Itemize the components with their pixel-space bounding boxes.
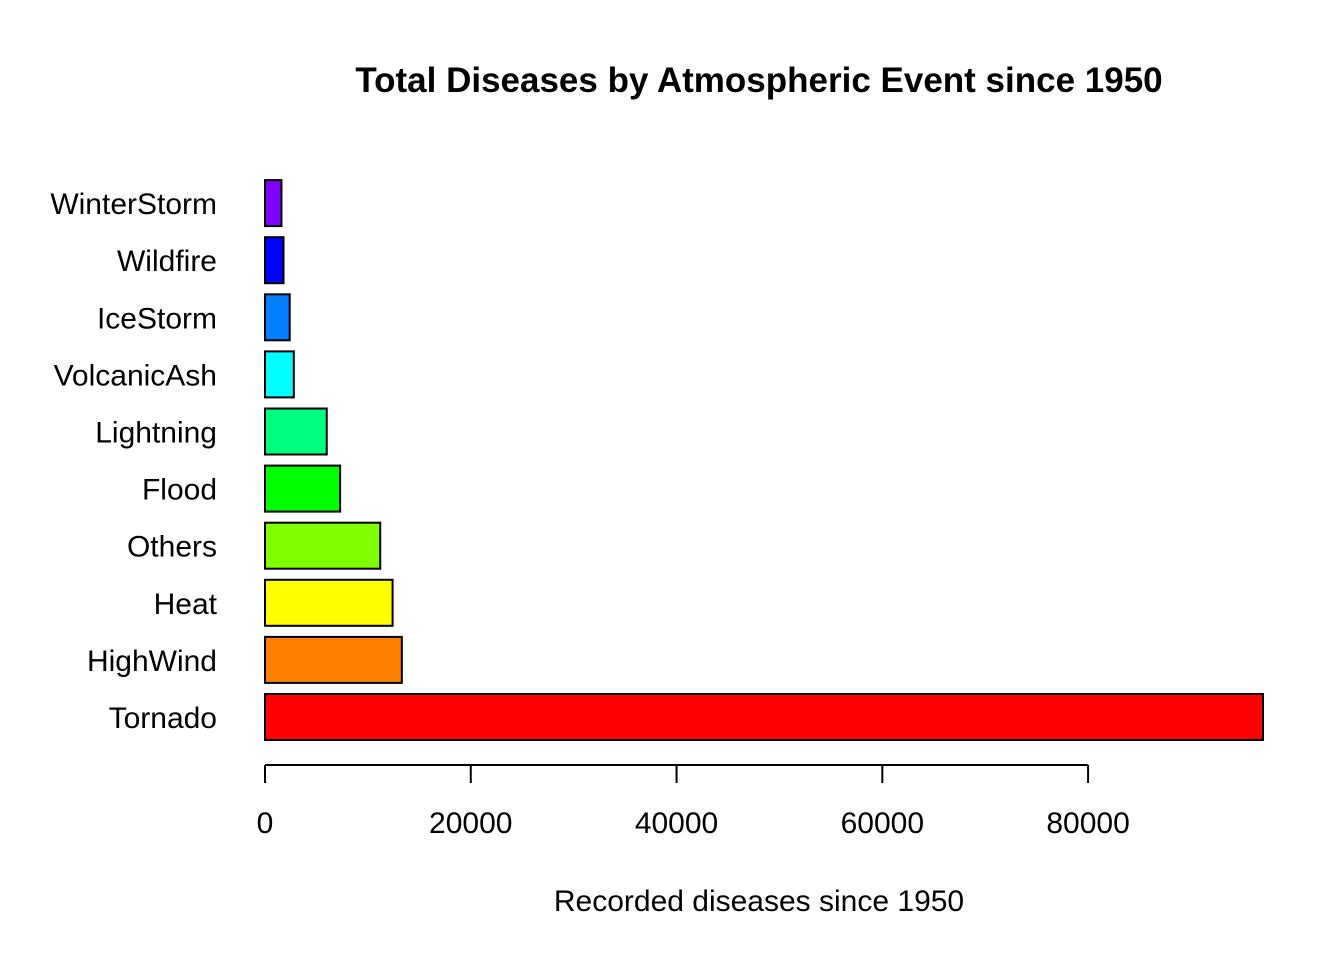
bar-others bbox=[264, 521, 382, 570]
bar-icestorm bbox=[264, 293, 291, 342]
bar-winterstorm bbox=[264, 179, 283, 228]
category-label-winterstorm: WinterStorm bbox=[50, 188, 217, 221]
bar-flood bbox=[264, 464, 342, 513]
bar-heat bbox=[264, 578, 394, 627]
x-axis-label: Recorded diseases since 1950 bbox=[554, 885, 964, 918]
category-label-highwind: HighWind bbox=[87, 645, 217, 678]
bar-tornado bbox=[264, 693, 1264, 741]
category-label-wildfire: Wildfire bbox=[117, 245, 217, 278]
category-label-tornado: Tornado bbox=[109, 702, 217, 735]
category-label-others: Others bbox=[127, 531, 217, 564]
bar-highwind bbox=[264, 635, 403, 684]
x-tick-label-60000: 60000 bbox=[841, 807, 924, 840]
bar-lightning bbox=[264, 407, 328, 456]
category-label-volcanicash: VolcanicAsh bbox=[54, 359, 217, 392]
category-label-heat: Heat bbox=[154, 588, 218, 621]
x-axis: 0 20000 40000 60000 80000 bbox=[257, 764, 1130, 840]
bar-volcanicash bbox=[264, 350, 295, 399]
chart-title: Total Diseases by Atmospheric Event sinc… bbox=[355, 61, 1162, 100]
bar-wildfire bbox=[264, 236, 285, 285]
x-tick-label-80000: 80000 bbox=[1046, 807, 1129, 840]
x-tick-label-0: 0 bbox=[257, 807, 274, 840]
x-tick-label-40000: 40000 bbox=[635, 807, 718, 840]
x-tick-label-20000: 20000 bbox=[429, 807, 512, 840]
category-label-flood: Flood bbox=[142, 474, 217, 507]
category-labels: Tornado HighWind Heat Others Flood Lightning V… bbox=[50, 188, 217, 735]
bars-group bbox=[264, 179, 1264, 741]
category-label-icestorm: IceStorm bbox=[97, 302, 217, 335]
category-label-lightning: Lightning bbox=[95, 417, 217, 450]
